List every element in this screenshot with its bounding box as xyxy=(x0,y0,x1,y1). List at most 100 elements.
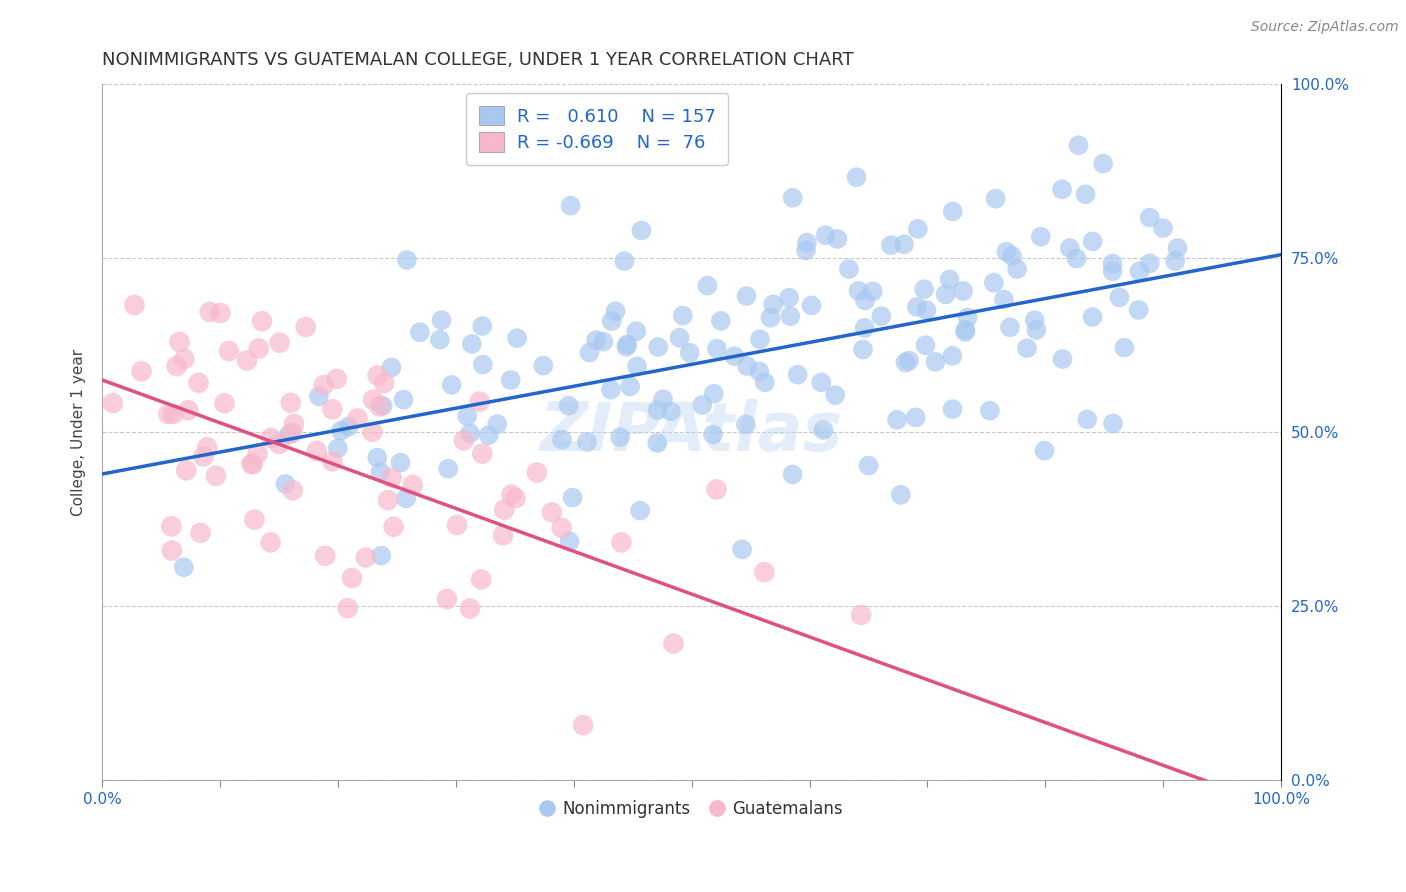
Point xyxy=(499,373,522,387)
Point xyxy=(381,470,404,484)
Point xyxy=(361,425,384,439)
Point xyxy=(702,427,724,442)
Point xyxy=(501,487,523,501)
Point xyxy=(748,364,770,378)
Point xyxy=(800,298,823,312)
Point xyxy=(337,419,360,434)
Point xyxy=(160,543,183,558)
Point xyxy=(749,332,772,346)
Point xyxy=(1033,443,1056,458)
Point xyxy=(616,337,638,351)
Point xyxy=(260,431,283,445)
Point xyxy=(995,244,1018,259)
Point xyxy=(437,461,460,475)
Point xyxy=(1102,417,1125,431)
Point xyxy=(1078,65,1101,79)
Point xyxy=(505,491,527,505)
Point xyxy=(610,535,633,549)
Point xyxy=(1005,262,1028,277)
Point xyxy=(941,402,963,417)
Point xyxy=(173,351,195,366)
Text: ZIPAtlas: ZIPAtlas xyxy=(540,400,844,466)
Point xyxy=(723,349,745,363)
Point xyxy=(845,170,868,185)
Point xyxy=(605,304,627,318)
Point xyxy=(1024,313,1046,327)
Point xyxy=(706,483,728,497)
Point xyxy=(1081,235,1104,249)
Point xyxy=(1074,187,1097,202)
Point xyxy=(853,293,876,308)
Point xyxy=(613,254,636,268)
Point xyxy=(395,252,418,267)
Point xyxy=(696,278,718,293)
Point xyxy=(456,409,478,423)
Point xyxy=(247,342,270,356)
Point xyxy=(218,344,240,359)
Point xyxy=(1101,257,1123,271)
Point xyxy=(778,291,800,305)
Point xyxy=(984,192,1007,206)
Point xyxy=(177,403,200,417)
Point xyxy=(1050,182,1073,196)
Text: NONIMMIGRANTS VS GUATEMALAN COLLEGE, UNDER 1 YEAR CORRELATION CHART: NONIMMIGRANTS VS GUATEMALAN COLLEGE, UND… xyxy=(103,51,853,69)
Point xyxy=(706,342,728,356)
Point xyxy=(471,318,494,333)
Point xyxy=(377,493,399,508)
Point xyxy=(471,358,494,372)
Point xyxy=(578,345,600,359)
Point xyxy=(278,427,301,442)
Point xyxy=(880,238,903,252)
Point xyxy=(157,407,180,421)
Point xyxy=(1066,252,1088,266)
Point xyxy=(321,402,343,417)
Point xyxy=(924,355,946,369)
Point xyxy=(478,428,501,442)
Point xyxy=(647,403,669,417)
Point xyxy=(1181,60,1204,74)
Point xyxy=(862,285,884,299)
Point xyxy=(893,237,915,252)
Point xyxy=(609,430,631,444)
Point xyxy=(246,447,269,461)
Point xyxy=(371,399,394,413)
Point xyxy=(321,454,343,468)
Point xyxy=(786,368,808,382)
Point xyxy=(402,478,425,492)
Point xyxy=(848,284,870,298)
Point xyxy=(259,535,281,549)
Point xyxy=(754,565,776,579)
Point xyxy=(370,465,392,479)
Point xyxy=(250,314,273,328)
Point xyxy=(240,457,263,471)
Point xyxy=(886,413,908,427)
Point xyxy=(346,411,368,425)
Point xyxy=(731,542,754,557)
Point xyxy=(585,333,607,347)
Point xyxy=(169,334,191,349)
Point xyxy=(853,321,876,335)
Point xyxy=(912,282,935,296)
Point xyxy=(561,491,583,505)
Point xyxy=(955,323,977,337)
Point xyxy=(314,549,336,563)
Point xyxy=(1029,229,1052,244)
Point xyxy=(955,325,977,339)
Point xyxy=(160,519,183,533)
Point xyxy=(1081,310,1104,324)
Point xyxy=(813,423,835,437)
Point xyxy=(531,359,554,373)
Point xyxy=(735,417,758,432)
Point xyxy=(330,424,353,438)
Point xyxy=(827,232,849,246)
Point xyxy=(395,491,418,506)
Point xyxy=(187,376,209,390)
Point xyxy=(672,309,695,323)
Point xyxy=(1139,256,1161,270)
Point xyxy=(905,300,928,314)
Point xyxy=(409,325,432,339)
Point xyxy=(305,444,328,458)
Point xyxy=(193,450,215,464)
Point xyxy=(942,204,965,219)
Point xyxy=(173,560,195,574)
